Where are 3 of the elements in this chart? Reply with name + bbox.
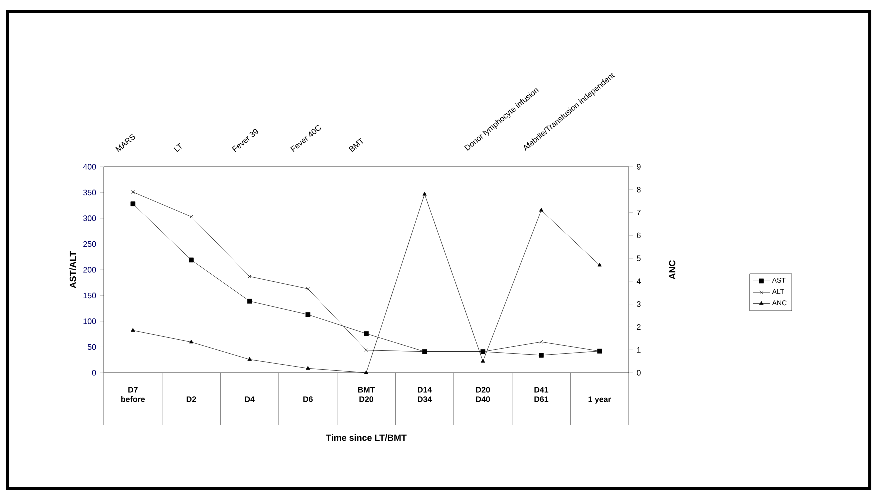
y2-axis-title: ANC: [669, 260, 676, 280]
x-axis-title: Time since LT/BMT: [326, 434, 407, 442]
y-axis-title: AST/ALT: [70, 252, 76, 288]
